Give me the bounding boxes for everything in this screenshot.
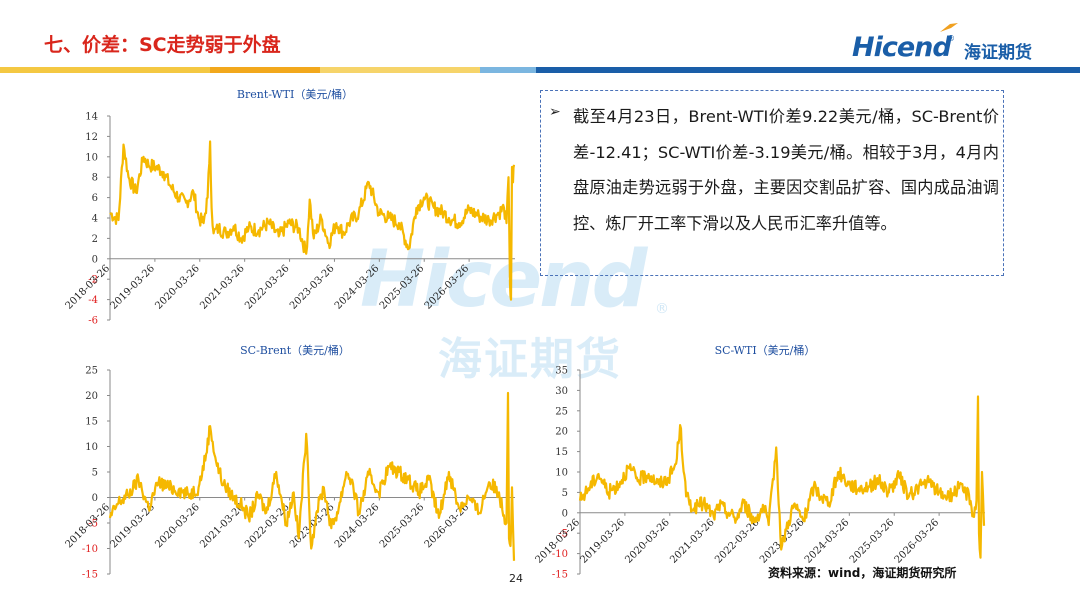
commentary-text: 截至4月23日，Brent-WTI价差9.22美元/桶，SC-Brent价差-1…: [573, 107, 999, 233]
bullet-arrow-icon: ➢: [549, 104, 561, 120]
x-tick-label: 2021-03-26: [198, 263, 247, 312]
header-color-bar: [0, 67, 1080, 73]
y-tick-label: -10: [82, 544, 98, 555]
y-tick-label: 15: [555, 447, 568, 458]
x-tick-label: 2025-03-26: [378, 263, 427, 312]
x-tick-label: 2021-03-26: [668, 517, 717, 566]
y-tick-label: 8: [92, 173, 98, 184]
source-note: 资料来源：wind，海证期货研究所: [768, 566, 957, 580]
series-line: [109, 140, 516, 301]
y-tick-label: 6: [92, 193, 98, 204]
page-title: 七、价差：SC走势弱于外盘: [44, 34, 281, 56]
logo-chinese-name: 海证期货: [964, 43, 1032, 63]
y-tick-label: 10: [85, 442, 98, 453]
y-tick-label: -15: [552, 570, 568, 581]
x-tick-label: 2025-03-26: [848, 517, 897, 566]
y-tick-label: -5: [558, 529, 568, 540]
chart-title: SC-WTI（美元/桶）: [714, 344, 816, 357]
series-line: [578, 395, 986, 559]
x-tick-label: 2020-03-26: [153, 502, 202, 551]
brand-logo: Hicend ® 海证期货: [852, 23, 1052, 68]
logo-registered-mark: ®: [947, 34, 955, 43]
commentary-box: ➢ 截至4月23日，Brent-WTI价差9.22美元/桶，SC-Brent价差…: [540, 90, 1004, 276]
x-tick-label: 2019-03-26: [578, 517, 627, 566]
x-tick-label: 2024-03-26: [803, 517, 852, 566]
y-tick-label: 0: [562, 508, 568, 519]
x-tick-label: 2020-03-26: [623, 517, 672, 566]
y-tick-label: 0: [92, 493, 98, 504]
x-tick-label: 2020-03-26: [153, 263, 202, 312]
y-tick-label: 20: [85, 391, 98, 402]
y-tick-label: 35: [555, 366, 568, 377]
y-tick-label: 14: [85, 112, 98, 123]
y-tick-label: -5: [88, 519, 98, 530]
y-tick-label: 0: [92, 254, 98, 265]
y-tick-label: -4: [88, 295, 98, 306]
x-tick-label: 2026-03-26: [893, 517, 942, 566]
x-tick-label: 2026-03-26: [423, 263, 472, 312]
logo-text: Hicend: [852, 32, 952, 63]
chart-title: SC-Brent（美元/桶）: [240, 344, 350, 357]
chart-canvas: -6-4-2024681012142018-03-262019-03-26202…: [64, 112, 516, 327]
x-tick-label: 2024-03-26: [333, 263, 382, 312]
y-tick-label: 5: [92, 468, 98, 479]
y-tick-label: -2: [88, 275, 98, 286]
series-line: [108, 391, 516, 561]
y-tick-label: 2: [92, 234, 98, 245]
y-tick-label: 4: [92, 214, 98, 225]
logo-wing-icon: [940, 23, 958, 32]
y-tick-label: 12: [85, 132, 98, 143]
y-tick-label: 5: [562, 488, 568, 499]
x-tick-label: 2023-03-26: [288, 263, 337, 312]
x-tick-label: 2026-03-26: [423, 502, 472, 551]
chart-brent-wti: Brent-WTI（美元/桶） -6 -4 -2 0 2 4 6 8 10 12 14 2018-03…: [60, 84, 530, 334]
chart-sc-brent: SC-Brent（美元/桶） -15 -10 -5 0 5 10 15 20 25 2018-03…: [60, 340, 530, 585]
y-tick-label: -10: [552, 549, 568, 560]
page-number: 24: [509, 572, 523, 585]
y-tick-label: 15: [85, 417, 98, 428]
chart-title: Brent-WTI（美元/桶）: [236, 88, 354, 101]
y-tick-label: -6: [88, 316, 98, 327]
y-tick-label: 10: [85, 152, 98, 163]
y-tick-label: 30: [555, 386, 568, 397]
y-tick-label: -15: [82, 570, 98, 581]
chart-sc-wti: SC-WTI（美元/桶） -15 -10 -5 0 5 10 15 20 25 30 35 2018-…: [530, 340, 1000, 585]
x-tick-label: 2022-03-26: [243, 263, 292, 312]
y-tick-label: 10: [555, 468, 568, 479]
x-tick-label: 2022-03-26: [713, 517, 762, 566]
chart-canvas: -15-10-5051015202530352018-03-262019-03-…: [534, 366, 986, 581]
x-tick-label: 2019-03-26: [108, 263, 157, 312]
watermark-registered-mark: ®: [655, 301, 669, 317]
y-tick-label: 20: [555, 427, 568, 438]
chart-canvas: -15-10-505101520252018-03-262019-03-2620…: [64, 366, 516, 581]
y-tick-label: 25: [555, 406, 568, 417]
x-tick-label: 2025-03-26: [378, 502, 427, 551]
y-tick-label: 25: [85, 366, 98, 377]
